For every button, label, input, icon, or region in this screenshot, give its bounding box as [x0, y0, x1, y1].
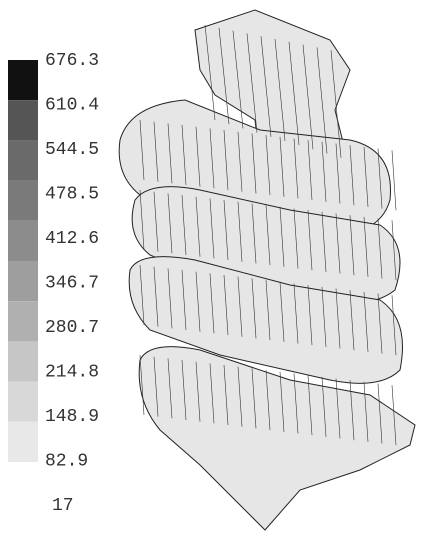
mesh-line — [392, 150, 396, 210]
legend-swatch — [8, 341, 38, 381]
legend-label: 346.7 — [45, 273, 99, 293]
legend-swatch — [8, 221, 38, 261]
legend-label: 544.5 — [45, 140, 99, 160]
legend-swatch — [8, 100, 38, 140]
legend-label: 478.5 — [45, 184, 99, 204]
legend-swatch — [8, 181, 38, 221]
legend-label: 610.4 — [45, 95, 99, 115]
color-legend: 676.3 610.4 544.5 478.5 412.6 346.7 280.7 214.8… — [8, 51, 99, 516]
legend-swatch — [8, 261, 38, 301]
legend-swatch — [8, 301, 38, 341]
legend-label: 676.3 — [45, 51, 99, 71]
legend-label: 280.7 — [45, 318, 99, 338]
legend-swatch — [8, 60, 38, 100]
legend-swatch — [8, 422, 38, 462]
legend-label: 412.6 — [45, 229, 99, 249]
legend-swatch — [8, 140, 38, 180]
legend-label: 82.9 — [45, 451, 88, 471]
legend-label: 214.8 — [45, 362, 99, 382]
legend-swatch — [8, 382, 38, 422]
figure: 676.3 610.4 544.5 478.5 412.6 346.7 280.7 214.8… — [0, 0, 422, 546]
mesh-model — [119, 10, 415, 530]
legend-label: 148.9 — [45, 407, 99, 427]
legend-label: 17 — [52, 496, 74, 516]
